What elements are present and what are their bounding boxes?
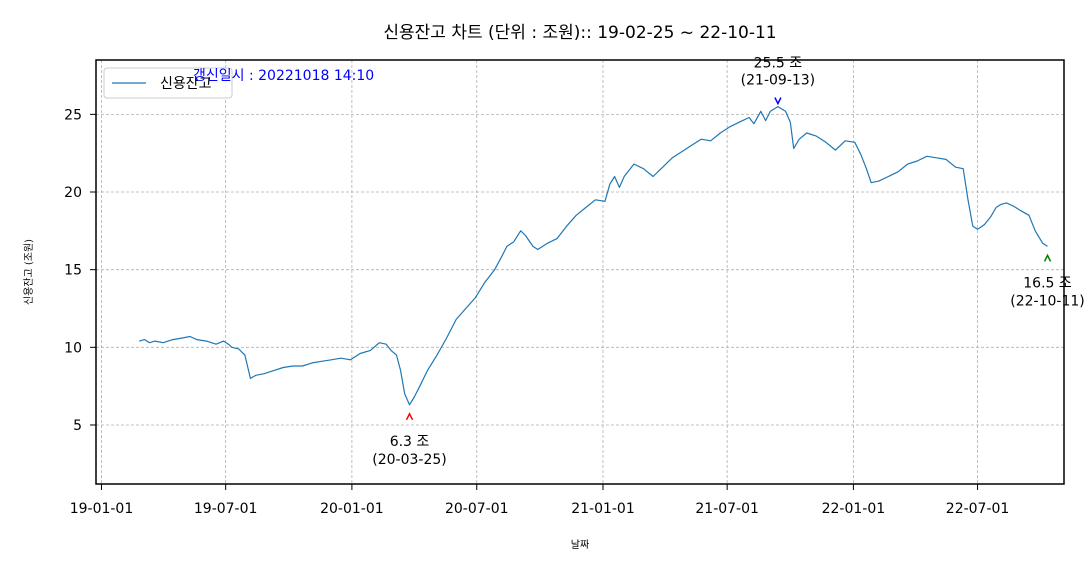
x-tick-label: 20-01-01	[320, 501, 384, 517]
y-tick-label: 5	[73, 418, 82, 434]
y-tick-label: 15	[64, 263, 82, 279]
x-tick-label: 19-07-01	[194, 501, 258, 517]
legend-box	[103, 67, 233, 99]
min-value-label: 6.3 조	[390, 434, 430, 450]
y-tick-label: 20	[64, 185, 82, 201]
x-tick-label: 22-07-01	[946, 501, 1010, 517]
x-tick-label: 20-07-01	[445, 501, 509, 517]
y-tick-label: 25	[64, 107, 82, 123]
last-value-label: 16.5 조	[1023, 275, 1072, 291]
x-axis: 19-01-01 19-07-01 20-01-01 20-07-01 21-01-01…	[70, 484, 1010, 517]
y-axis: 5 10 15 20 25	[64, 107, 96, 434]
max-marker	[774, 97, 782, 106]
max-date-label: (21-09-13)	[741, 73, 815, 89]
plot-frame	[95, 59, 1065, 485]
last-marker	[1043, 253, 1052, 262]
min-marker	[405, 412, 414, 421]
x-tick-label: 19-01-01	[70, 501, 134, 517]
x-tick-label: 22-01-01	[822, 501, 886, 517]
series-layer	[139, 106, 1048, 406]
last-date-label: (22-10-11)	[1010, 293, 1084, 309]
update-timestamp: 갱신일시 : 20221018 14:10	[193, 68, 374, 84]
x-tick-label: 21-07-01	[695, 501, 759, 517]
annotation-layer: 25.5 조(21-09-13) 6.3 조 (20-03-25) 16.5 조 (22…	[372, 56, 1084, 468]
x-tick-label: 21-01-01	[571, 501, 635, 517]
series-line-credit-balance	[139, 106, 1048, 406]
legend-label: 신용잔고	[160, 76, 212, 92]
y-tick-label: 10	[64, 340, 82, 356]
x-axis-label: 날짜	[571, 539, 589, 551]
min-date-label: (20-03-25)	[372, 452, 446, 468]
grid-lines	[96, 60, 1064, 484]
max-value-label: 25.5 조	[754, 56, 803, 72]
legend: 신용잔고	[103, 67, 233, 99]
y-axis-label: 신용잔고 (조원)	[23, 239, 35, 305]
chart-title: 신용잔고 차트 (단위 : 조원):: 19-02-25 ~ 22-10-11	[383, 23, 776, 43]
